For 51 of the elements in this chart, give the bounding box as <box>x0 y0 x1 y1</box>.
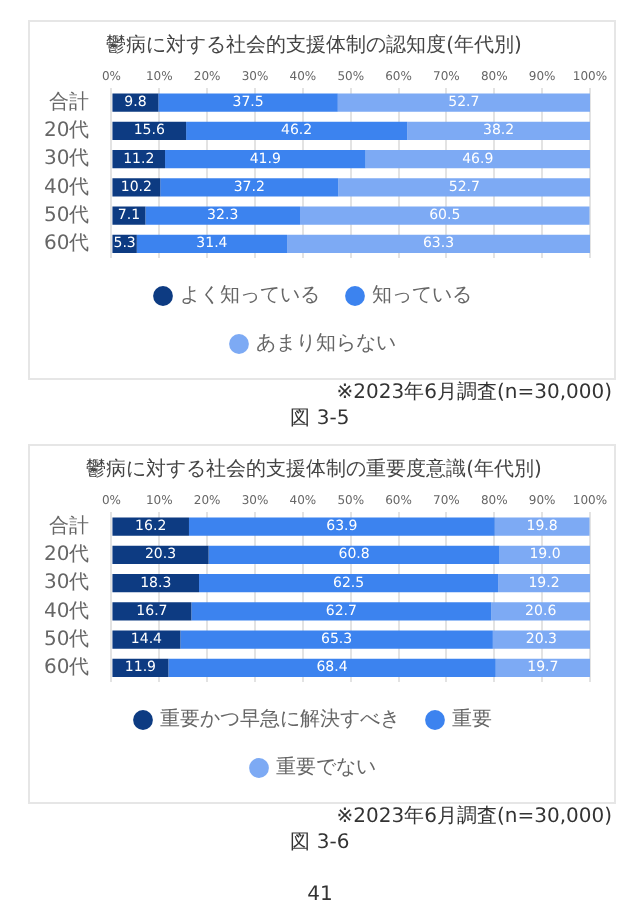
y-tick-label: 30代 <box>43 572 90 595</box>
bar <box>338 178 590 197</box>
y-tick-label: 20代 <box>43 119 90 142</box>
bar <box>160 178 339 197</box>
legend-label: 重要 <box>452 707 492 732</box>
y-tick-label: 合計 <box>49 89 90 114</box>
y-tick-label: 50代 <box>43 204 90 227</box>
y-tick-label: 20代 <box>43 543 90 566</box>
y-tick-label: 60代 <box>43 233 90 256</box>
legend-label: 重要でない <box>276 755 376 780</box>
bar <box>199 573 499 593</box>
bar <box>287 234 590 253</box>
bar <box>300 206 590 225</box>
caption: 図 3-5 <box>288 408 352 432</box>
y-tick-label: 合計 <box>49 513 90 538</box>
chart-title: 鬱病に対する社会的支援体制の認知度(年代別) <box>106 33 522 58</box>
bar <box>337 93 590 112</box>
bar <box>492 630 590 649</box>
legend-label: 知っている <box>372 283 472 308</box>
caption: 図 3-6 <box>288 832 352 856</box>
text: ※2023年6月調査(n=30,000) <box>334 806 612 830</box>
bar <box>365 149 590 169</box>
legend-label: よく知っている <box>180 283 320 308</box>
bar <box>208 545 500 564</box>
bar <box>491 602 590 621</box>
bar <box>145 206 300 225</box>
bar <box>186 121 408 140</box>
y-tick-label: 60代 <box>43 657 90 680</box>
bar <box>112 545 209 564</box>
y-tick-label: 30代 <box>43 148 90 171</box>
bar <box>494 517 590 536</box>
chart-title: 鬱病に対する社会的支援体制の重要度意識(年代別) <box>86 457 542 482</box>
bar <box>112 206 146 225</box>
bar <box>191 602 492 621</box>
bar <box>188 517 495 536</box>
legend-label: 重要かつ早急に解決すべき <box>160 707 400 732</box>
bar <box>136 234 288 253</box>
legend-label: あまり知らない <box>256 331 396 356</box>
bar <box>495 658 590 677</box>
y-tick-label: 40代 <box>43 600 90 623</box>
y-tick-label: 50代 <box>43 628 90 651</box>
bar <box>112 630 181 649</box>
y-tick-label: 40代 <box>43 176 90 199</box>
bar <box>168 658 496 677</box>
text: ※2023年6月調査(n=30,000) <box>334 382 612 406</box>
bar <box>158 93 338 112</box>
bar <box>407 121 590 140</box>
bar <box>165 149 366 169</box>
text: 41 <box>305 884 335 906</box>
bar <box>112 517 189 536</box>
bar <box>180 630 493 649</box>
